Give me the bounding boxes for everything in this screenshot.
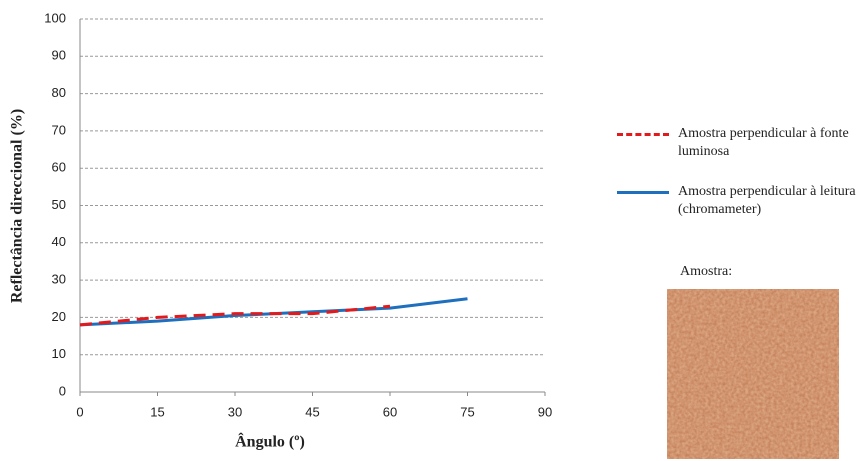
y-tick-label: 10 [52, 346, 66, 361]
series-line [79, 304, 391, 327]
series-line [79, 297, 468, 327]
x-tick-label: 15 [150, 404, 164, 419]
y-tick-label: 100 [44, 10, 66, 25]
y-tick-label: 0 [59, 383, 66, 398]
y-tick-label: 20 [52, 309, 66, 324]
y-tick-label: 60 [52, 160, 66, 175]
y-tick-label: 70 [52, 122, 66, 137]
x-tick-label: 90 [538, 404, 552, 419]
x-tick-label: 30 [228, 404, 242, 419]
legend-label: Amostra perpendicular à fonte luminosa [678, 126, 849, 159]
x-tick-label: 60 [383, 404, 397, 419]
y-tick-label: 40 [52, 234, 66, 249]
legend-label: Amostra perpendicular à leitura (chromam… [678, 184, 856, 217]
x-tick-label: 75 [460, 404, 474, 419]
sample-texture [667, 289, 839, 459]
x-tick-label: 0 [76, 404, 83, 419]
y-tick-label: 30 [52, 272, 66, 287]
y-tick-label: 50 [52, 197, 66, 212]
x-tick-label: 45 [305, 404, 319, 419]
y-tick-label: 80 [52, 85, 66, 100]
legend-swatch [617, 191, 669, 194]
y-tick-label: 90 [52, 48, 66, 63]
x-axis-title: Ângulo (º) [235, 432, 305, 451]
inset-label: Amostra: [680, 264, 732, 279]
y-axis-title: Reflectância direccional (%) [9, 109, 26, 303]
legend-swatch [617, 133, 669, 136]
